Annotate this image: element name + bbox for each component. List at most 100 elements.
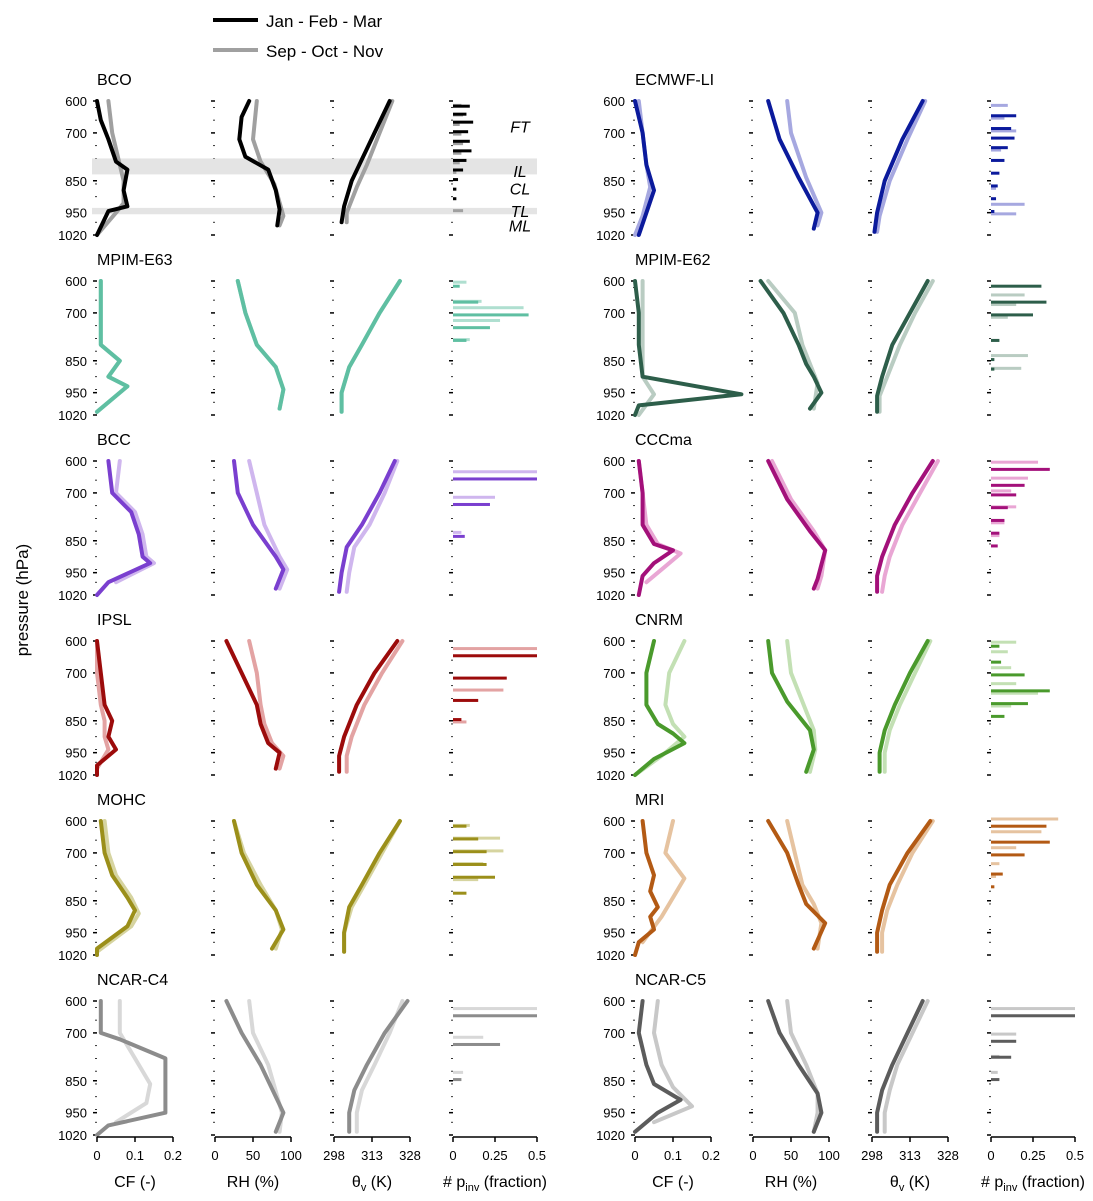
- pinv-bar-jfm: [453, 837, 479, 841]
- panel-ipsl: IPSL 600 700 850 950 1020: [58, 612, 537, 783]
- x-tick-label: 0.25: [1020, 1148, 1045, 1163]
- pinv-bar-son: [991, 521, 1005, 525]
- pinv-bar-son: [991, 366, 1022, 370]
- panel-title: CNRM: [635, 612, 683, 629]
- series-line-jfm: [337, 639, 400, 774]
- pinv-bar-jfm: [453, 850, 487, 854]
- pinv-bar-jfm: [453, 158, 467, 162]
- pinv-bar-son: [991, 129, 1017, 133]
- pressure-tick-label: 700: [65, 666, 87, 681]
- x-tick-label: 0.25: [482, 1148, 507, 1163]
- series-line-jfm: [95, 639, 118, 777]
- x-axis-title: θv (K): [890, 1174, 930, 1194]
- pinv-bar-son: [453, 1035, 484, 1039]
- x-axis-title: CF (-): [114, 1174, 156, 1191]
- pinv-bar-jfm: [991, 136, 1015, 140]
- x-axis-title: CF (-): [652, 1174, 694, 1191]
- pinv-bar-jfm: [991, 313, 1033, 317]
- pinv-bar-jfm: [991, 885, 995, 889]
- pressure-tick-label: 600: [603, 814, 625, 829]
- pressure-tick-label: 850: [603, 174, 625, 189]
- pressure-tick-label: 950: [65, 386, 87, 401]
- series-line-jfm: [875, 999, 925, 1134]
- pressure-tick-label: 850: [603, 534, 625, 549]
- pinv-bar-jfm: [453, 338, 467, 342]
- pressure-tick-label: 850: [65, 354, 87, 369]
- series-line-son: [247, 999, 284, 1134]
- pinv-bar-son: [991, 1007, 1075, 1011]
- series-line-jfm: [339, 99, 392, 225]
- pinv-bar-jfm: [991, 872, 1003, 876]
- panel-title: IPSL: [97, 612, 132, 629]
- layer-label: ML: [509, 218, 531, 235]
- pressure-tick-label: 1020: [596, 228, 625, 243]
- pressure-tick-label: 1020: [58, 588, 87, 603]
- series-line-jfm: [875, 459, 935, 594]
- series-line-jfm: [232, 459, 286, 591]
- pressure-tick-label: 850: [65, 174, 87, 189]
- pinv-bar-son: [991, 666, 1012, 670]
- series-line-jfm: [766, 99, 820, 231]
- pinv-bar-jfm: [453, 149, 472, 153]
- series-line-son: [342, 819, 402, 954]
- series-line-son: [354, 999, 405, 1134]
- pinv-bar-son: [453, 306, 524, 310]
- x-tick-label: 0: [749, 1148, 756, 1163]
- pressure-tick-label: 600: [603, 454, 625, 469]
- panel-title: ECMWF-LI: [635, 72, 714, 89]
- pinv-bar-jfm: [453, 130, 469, 134]
- x-tick-label: 298: [861, 1148, 883, 1163]
- panel-title: NCAR-C4: [97, 972, 168, 989]
- pinv-bar-jfm: [991, 209, 995, 213]
- panel-ecmwf-li: ECMWF-LI 600 700 850 950 1020: [596, 72, 1025, 243]
- series-line-jfm: [95, 279, 130, 414]
- pinv-bar-jfm: [991, 146, 1008, 150]
- pressure-tick-label: 950: [603, 926, 625, 941]
- series-line-jfm: [636, 459, 675, 597]
- series-line-jfm: [633, 99, 656, 237]
- panel-mohc: MOHC 600 700 850 950 1020: [58, 792, 504, 963]
- series-line-son: [875, 99, 928, 234]
- layer-label: TL: [511, 204, 530, 221]
- pressure-tick-label: 700: [603, 666, 625, 681]
- series-line-jfm: [95, 999, 168, 1137]
- series-line-son: [785, 99, 824, 228]
- pinv-bar-son: [991, 862, 1000, 866]
- pinv-bar-son: [453, 318, 501, 322]
- pressure-tick-label: 700: [603, 306, 625, 321]
- pinv-bar-jfm: [991, 184, 998, 188]
- pinv-bar-jfm: [991, 127, 1012, 131]
- panel-title: BCO: [97, 72, 132, 89]
- legend-son-label: Sep - Oct - Nov: [266, 42, 384, 61]
- x-tick-label: 50: [246, 1148, 260, 1163]
- pinv-bar-son: [453, 132, 462, 136]
- pressure-tick-label: 700: [65, 126, 87, 141]
- legend-jfm-label: Jan - Feb - Mar: [266, 12, 383, 31]
- pinv-bar-son: [991, 704, 1012, 708]
- panel-cnrm: CNRM 600 700 850 950 1020: [596, 612, 1050, 783]
- x-tick-label: 298: [323, 1148, 345, 1163]
- pressure-tick-label: 600: [65, 994, 87, 1009]
- pinv-bar-jfm: [453, 104, 470, 108]
- pressure-tick-label: 700: [603, 846, 625, 861]
- pinv-bar-son: [991, 354, 1028, 358]
- pressure-tick-label: 600: [603, 274, 625, 289]
- x-axis-title: θv (K): [352, 1174, 392, 1194]
- pressure-tick-label: 850: [603, 354, 625, 369]
- series-line-jfm: [872, 99, 925, 234]
- pinv-bar-son: [453, 688, 504, 692]
- x-axis-title: RH (%): [227, 1174, 279, 1191]
- panel-mpim-e63: MPIM-E63 600 700 850 950 1020: [58, 252, 529, 423]
- pinv-bar-son: [991, 293, 1025, 297]
- pinv-bar-jfm: [453, 862, 487, 866]
- x-tick-label: 328: [399, 1148, 421, 1163]
- series-line-son: [880, 459, 940, 594]
- panel-title: MRI: [635, 792, 664, 809]
- pinv-bar-jfm: [453, 1042, 501, 1046]
- series-line-jfm: [95, 459, 153, 597]
- pinv-bar-son: [991, 534, 1000, 538]
- pinv-bar-son: [991, 476, 1028, 480]
- pressure-tick-label: 850: [65, 714, 87, 729]
